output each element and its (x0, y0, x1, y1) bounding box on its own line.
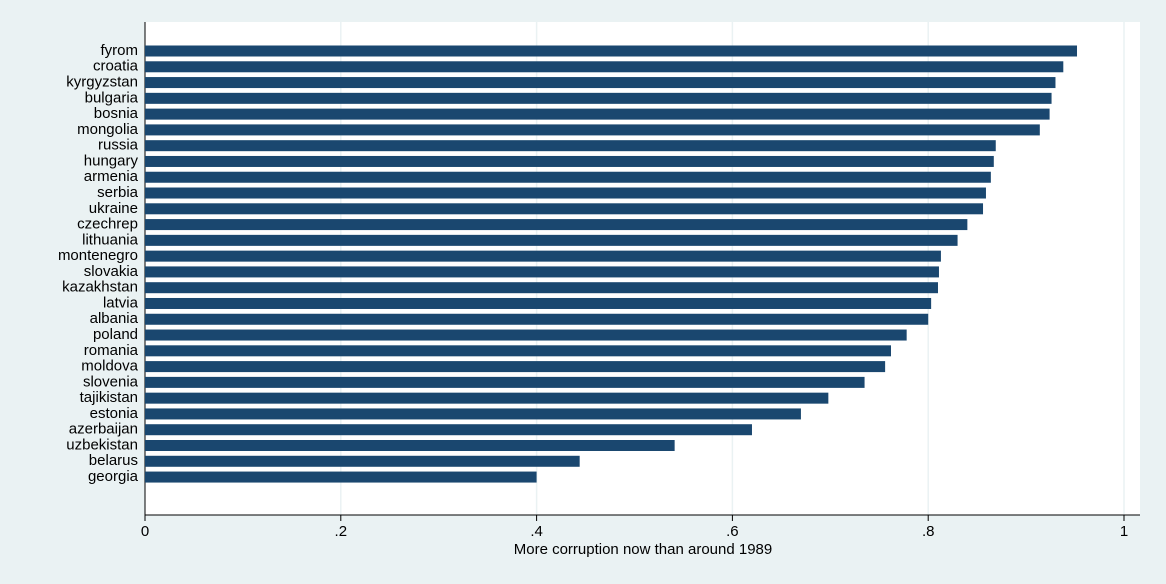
y-tick-label: armenia (84, 168, 139, 185)
y-tick-label: tajikistan (80, 389, 138, 406)
bar (145, 203, 984, 215)
x-axis-label: More corruption now than around 1989 (514, 541, 773, 558)
y-tick-label: georgia (88, 468, 139, 485)
y-tick-label: ukraine (89, 200, 138, 217)
y-tick-label: estonia (90, 405, 139, 422)
x-tick-label: .2 (335, 523, 348, 540)
bar (145, 376, 865, 388)
bar (145, 455, 580, 467)
bar (145, 329, 907, 341)
y-tick-label: latvia (103, 294, 139, 311)
bar (145, 313, 929, 325)
bar (145, 155, 994, 167)
bar (145, 171, 991, 183)
bar (145, 108, 1050, 120)
y-tick-label: mongolia (77, 121, 139, 138)
bar (145, 92, 1052, 104)
y-tick-label: belarus (89, 452, 138, 469)
bar (145, 250, 941, 262)
y-tick-label: montenegro (58, 247, 138, 264)
bar (145, 361, 886, 373)
bar (145, 61, 1064, 73)
x-tick-label: .4 (530, 523, 543, 540)
bar (145, 392, 829, 404)
y-tick-label: bosnia (94, 105, 139, 122)
bar (145, 345, 891, 357)
x-tick-label: 0 (141, 523, 149, 540)
y-tick-label: uzbekistan (66, 436, 138, 453)
bar (145, 266, 939, 278)
bar (145, 297, 932, 309)
bar (145, 124, 1040, 136)
y-tick-label: czechrep (77, 216, 138, 233)
y-tick-label: slovakia (84, 263, 139, 280)
bar (145, 424, 752, 436)
y-tick-label: croatia (93, 58, 139, 75)
y-tick-label: kazakhstan (62, 279, 138, 296)
x-tick-label: 1 (1120, 523, 1128, 540)
bar (145, 408, 801, 420)
bar (145, 140, 996, 152)
bar (145, 187, 986, 199)
bar (145, 219, 968, 231)
y-tick-label: moldova (81, 358, 138, 375)
x-tick-label: .6 (726, 523, 739, 540)
x-tick-label: .8 (922, 523, 935, 540)
bar (145, 440, 675, 451)
bar (145, 234, 958, 246)
bar (145, 77, 1056, 89)
y-tick-label: fyrom (101, 42, 139, 59)
y-tick-label: albania (90, 310, 139, 327)
y-tick-label: russia (98, 137, 139, 154)
y-tick-label: slovenia (83, 373, 139, 390)
y-tick-label: poland (93, 326, 138, 343)
y-tick-label: romania (84, 342, 139, 359)
bar (145, 471, 537, 483)
y-tick-label: serbia (97, 184, 139, 201)
bar (145, 45, 1078, 57)
y-tick-label: bulgaria (85, 89, 139, 106)
y-tick-label: kyrgyzstan (66, 74, 138, 91)
y-tick-label: azerbaijan (69, 421, 138, 438)
bar (145, 282, 938, 294)
y-tick-label: lithuania (82, 231, 139, 248)
y-tick-label: hungary (84, 152, 139, 169)
